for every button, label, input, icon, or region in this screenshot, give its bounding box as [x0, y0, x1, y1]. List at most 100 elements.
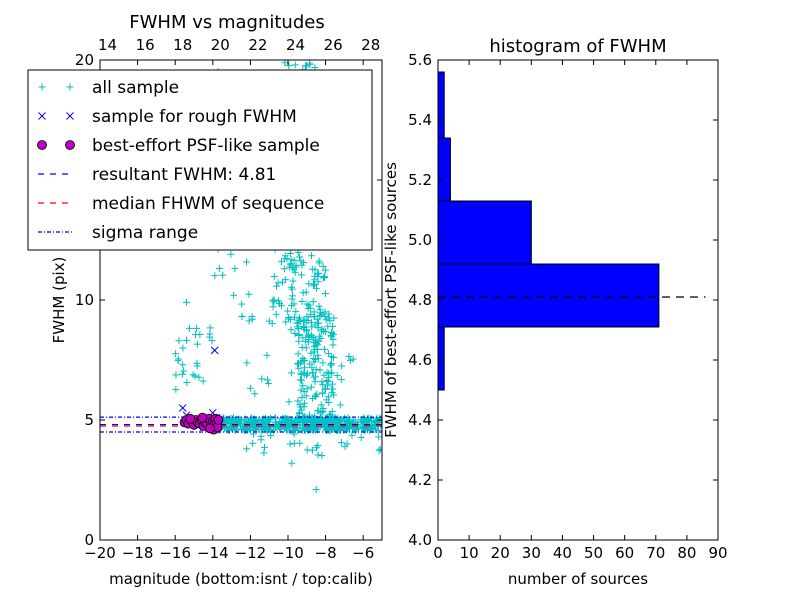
all-sample-point — [183, 336, 191, 344]
histogram-bar — [438, 200, 532, 265]
all-sample-point — [292, 307, 300, 315]
all-sample-point — [312, 393, 320, 401]
scatter-top-tick-label: 24 — [286, 36, 305, 54]
all-sample-point — [316, 409, 324, 417]
legend-marker-all-sample — [66, 83, 74, 91]
all-sample-point — [215, 264, 223, 272]
all-sample-point — [310, 419, 318, 427]
all-sample-point — [172, 350, 180, 358]
all-sample-point — [296, 253, 304, 261]
legend-box — [27, 69, 373, 251]
all-sample-point — [295, 331, 303, 339]
all-sample-point — [319, 262, 327, 270]
all-sample-point — [292, 261, 300, 269]
all-sample-point — [296, 403, 304, 411]
all-sample-point — [324, 350, 332, 358]
all-sample-point — [298, 261, 306, 269]
all-sample-point — [319, 381, 327, 389]
all-sample-point — [307, 310, 315, 318]
all-sample-point — [304, 305, 312, 313]
all-sample-point — [326, 361, 334, 369]
all-sample-point — [354, 424, 362, 432]
all-sample-point — [238, 300, 246, 308]
scatter-y-axis-label: FWHM (pix) — [50, 257, 68, 344]
all-sample-point — [246, 384, 254, 392]
psf-sample-point — [185, 413, 196, 424]
all-sample-point — [261, 443, 269, 451]
all-sample-point — [335, 416, 343, 424]
all-sample-point — [231, 265, 239, 273]
all-sample-point — [297, 271, 305, 279]
histogram-y-tick-label: 4.4 — [408, 411, 432, 429]
all-sample-point — [337, 376, 345, 384]
all-sample-point — [340, 414, 348, 422]
all-sample-point — [206, 324, 214, 332]
histogram-x-tick-label: 60 — [615, 544, 634, 562]
all-sample-point — [231, 426, 239, 434]
all-sample-point — [329, 322, 337, 330]
all-sample-point — [274, 279, 282, 287]
scatter-x-tick-label: −12 — [235, 544, 267, 562]
all-sample-point — [311, 355, 319, 363]
all-sample-point — [183, 379, 191, 387]
all-sample-point — [330, 354, 338, 362]
all-sample-point — [306, 360, 314, 368]
scatter-top-tick-label: 22 — [248, 36, 267, 54]
all-sample-point — [349, 355, 357, 363]
all-sample-point — [196, 330, 204, 338]
all-sample-point — [280, 265, 288, 273]
histogram-y-tick-label: 5.4 — [408, 111, 432, 129]
all-sample-point — [294, 350, 302, 358]
all-sample-point — [308, 252, 316, 260]
all-sample-point — [306, 61, 314, 69]
all-sample-point — [293, 424, 301, 432]
all-sample-point — [319, 405, 327, 413]
all-sample-point — [179, 361, 187, 369]
all-sample-point — [185, 324, 193, 332]
all-sample-point — [233, 417, 241, 425]
psf-sample-point — [213, 415, 224, 425]
all-sample-point — [267, 432, 275, 440]
all-sample-point — [300, 388, 308, 396]
legend-label: best-effort PSF-like sample — [92, 136, 320, 156]
all-sample-point — [322, 316, 330, 324]
all-sample-point — [179, 370, 187, 378]
all-sample-point — [307, 349, 315, 357]
legend-marker-psf-sample — [37, 140, 47, 150]
all-sample-point — [344, 423, 352, 431]
all-sample-point — [312, 342, 320, 350]
scatter-y-tick-label: 0 — [84, 531, 94, 549]
all-sample-point — [307, 383, 315, 391]
histogram-x-tick-label: 40 — [553, 544, 572, 562]
all-sample-point — [245, 290, 253, 298]
all-sample-point — [325, 411, 333, 419]
histogram-x-axis-label: number of sources — [508, 570, 648, 588]
all-sample-point — [225, 423, 233, 431]
histogram-bar — [438, 263, 660, 328]
all-sample-point — [375, 433, 382, 441]
all-sample-point — [314, 451, 322, 459]
all-sample-point — [238, 313, 246, 321]
all-sample-point — [302, 392, 310, 400]
all-sample-point — [260, 449, 268, 457]
all-sample-point — [287, 417, 295, 425]
all-sample-point — [321, 272, 329, 280]
all-sample-point — [295, 337, 303, 345]
all-sample-point — [334, 427, 342, 435]
all-sample-point — [230, 291, 238, 299]
all-sample-point — [299, 382, 307, 390]
scatter-panel: −20 −18 −16 −14 −12 −10 −8 −6 14 16 18 20 22 24 26 28 0 5… — [27, 12, 383, 588]
all-sample-point — [309, 298, 317, 306]
all-sample-point — [297, 376, 305, 384]
all-sample-point — [299, 357, 307, 365]
all-sample-point — [358, 417, 366, 425]
all-sample-point — [348, 431, 356, 439]
all-sample-point — [345, 352, 353, 360]
all-sample-point — [288, 369, 296, 377]
scatter-top-tick-label: 16 — [136, 36, 155, 54]
all-sample-point — [321, 313, 329, 321]
all-sample-point — [291, 268, 299, 276]
histogram-plot-area — [438, 71, 706, 391]
all-sample-point — [193, 324, 201, 332]
all-sample-point — [303, 370, 311, 378]
